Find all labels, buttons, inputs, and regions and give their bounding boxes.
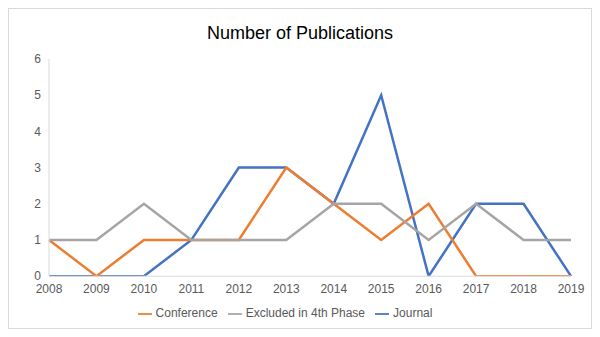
svg-text:2017: 2017 [463,282,490,296]
svg-text:2: 2 [34,197,41,211]
svg-text:2011: 2011 [178,282,204,296]
svg-text:6: 6 [34,53,41,66]
html-text:Number of Publications: Number of Publications [207,23,393,43]
svg-text:2015: 2015 [368,282,395,296]
svg-text:2008: 2008 [36,282,63,296]
svg-text:4: 4 [34,125,41,139]
svg-text:5: 5 [34,88,41,102]
svg-text:2013: 2013 [273,282,300,296]
html-text:Journal: Journal [393,306,433,321]
svg-text:2009: 2009 [83,282,110,296]
svg-text:2010: 2010 [131,282,158,296]
svg-text:2012: 2012 [225,282,252,296]
html-text:Conference: Conference [155,306,218,321]
svg-text:0: 0 [34,269,41,283]
svg-text:3: 3 [34,161,41,175]
svg-text:2019: 2019 [558,282,585,296]
svg-text:2014: 2014 [320,282,347,296]
svg-text:1: 1 [34,233,41,247]
html-text:Excluded in 4th Phase: Excluded in 4th Phase [245,306,365,321]
svg-text:2018: 2018 [510,282,537,296]
svg-text:2016: 2016 [415,282,442,296]
